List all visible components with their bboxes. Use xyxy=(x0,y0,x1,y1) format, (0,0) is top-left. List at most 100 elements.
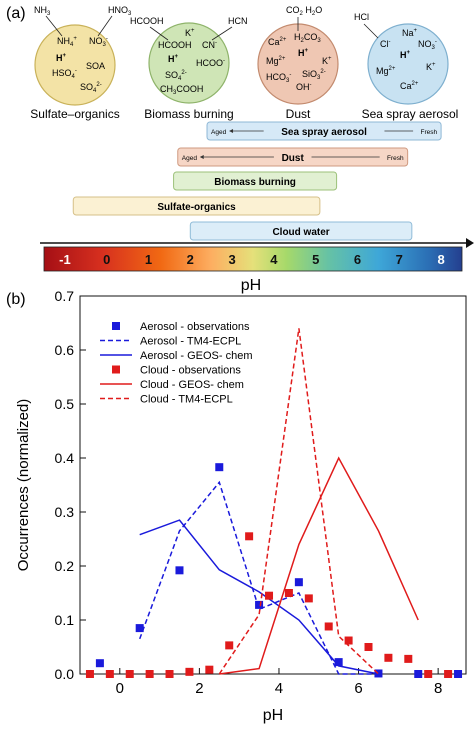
data-point xyxy=(424,670,433,678)
arrow xyxy=(97,15,113,37)
ion-label: CH3COOH xyxy=(160,84,203,96)
panel-a-label: (a) xyxy=(6,5,26,22)
legend-entry: Aerosol - observations xyxy=(140,321,250,333)
ion-label: SiO32- xyxy=(302,69,326,81)
sea-spray-circle xyxy=(367,23,449,105)
circle-sulfate-organics: NH3 HNO3 NH4+ NO3- H+ SOA HSO4- SO42- Su… xyxy=(30,5,132,121)
chart-b: 0.0 0.1 0.2 0.3 0.4 0.5 0.6 0.7 0 2 4 6 8 Aerosol - … xyxy=(15,288,467,724)
y-tick-label: 0.0 xyxy=(55,666,75,682)
ion-label: SOA xyxy=(86,61,105,71)
range-bar-arrowhead xyxy=(229,129,234,133)
y-tick-label: 0.6 xyxy=(55,342,75,358)
legend-entry: Aerosol - TM4-ECPL xyxy=(140,336,241,348)
y-tick-label: 0.4 xyxy=(55,450,75,466)
ph-scale-labels: -1 0 1 2 3 4 5 6 7 8 xyxy=(59,252,445,267)
range-bar-label: Dust xyxy=(282,153,305,164)
sulfate-organics-circle xyxy=(34,24,116,106)
data-point xyxy=(105,670,114,678)
range-bar-fresh-note: Fresh xyxy=(387,155,404,162)
data-point xyxy=(135,624,144,633)
range-bar xyxy=(189,221,413,241)
data-point xyxy=(304,594,313,603)
ion-label: K+ xyxy=(322,56,332,66)
data-point xyxy=(324,622,333,631)
ion-label: H+ xyxy=(56,53,67,63)
axis-ticks: 0.0 0.1 0.2 0.3 0.4 0.5 0.6 0.7 0 2 4 6 8 xyxy=(55,288,443,697)
ion-label: Mg2+ xyxy=(376,66,396,76)
data-point xyxy=(175,566,184,575)
biomass-burning-circle xyxy=(148,22,230,104)
data-point xyxy=(125,670,134,678)
data-point xyxy=(95,659,104,668)
data-point xyxy=(444,670,453,678)
ion-label: Na+ xyxy=(402,28,418,38)
ion-label: HCl xyxy=(354,12,369,22)
data-point xyxy=(245,532,254,541)
circle-title: Dust xyxy=(286,107,311,121)
circle-title: Sulfate–organics xyxy=(30,107,119,121)
ion-label: CO2 H2O xyxy=(286,5,322,17)
ion-label: Ca2+ xyxy=(268,37,287,47)
data-point xyxy=(384,653,393,662)
legend-entry: Aerosol - GEOS- chem xyxy=(140,350,252,362)
data-point xyxy=(225,641,234,650)
data-point xyxy=(215,463,224,472)
data-point xyxy=(454,670,463,678)
ph-scale-title: pH xyxy=(241,277,261,294)
circle-dust: CO2 H2O H2CO3 Ca2+ H+ Mg2+ K+ HCO3- SiO3… xyxy=(257,5,339,121)
ion-label: K+ xyxy=(426,62,436,72)
series-line xyxy=(138,480,379,675)
x-axis-label: pH xyxy=(263,707,283,724)
circle-biomass-burning: HCOOH HCN K+ HCOOH CN- H+ HCOO- SO42- CH… xyxy=(130,16,248,121)
range-bar-label: Cloud water xyxy=(272,227,329,238)
series-line xyxy=(218,328,380,675)
data-point xyxy=(364,643,373,651)
dust-ions: CO2 H2O H2CO3 Ca2+ H+ Mg2+ K+ HCO3- SiO3… xyxy=(266,5,332,92)
x-tick-label: 4 xyxy=(275,680,283,697)
arrow xyxy=(211,26,233,41)
arrow xyxy=(149,26,169,41)
ion-label: HCOOH xyxy=(130,16,164,26)
data-point xyxy=(334,658,343,667)
data-point xyxy=(145,670,154,678)
ph-scale-tick-label: 4 xyxy=(270,252,278,267)
ion-label: HCOOH xyxy=(158,40,192,50)
data-point xyxy=(185,667,194,676)
ion-label: NH3 xyxy=(34,5,51,17)
series-line xyxy=(139,519,379,675)
data-point xyxy=(414,670,423,678)
x-tick-label: 6 xyxy=(354,680,362,697)
range-bar xyxy=(206,121,442,141)
ph-axis-arrowhead xyxy=(466,238,474,248)
ph-scale-tick-label: 7 xyxy=(396,252,403,267)
x-tick-label: 2 xyxy=(195,680,203,697)
legend: Aerosol - observations Aerosol - TM4-ECPL… xyxy=(100,321,252,406)
arrow xyxy=(45,15,63,37)
ion-label: OH- xyxy=(296,82,312,92)
circle-title: Biomass burning xyxy=(144,107,233,121)
y-tick-label: 0.5 xyxy=(55,396,75,412)
ion-label: HCOO- xyxy=(196,58,225,68)
biomass-burning-ions: HCOOH HCN K+ HCOOH CN- H+ HCOO- SO42- CH… xyxy=(130,16,248,96)
y-tick-label: 0.3 xyxy=(55,504,75,520)
ion-label: HSO4- xyxy=(52,68,77,80)
data-point xyxy=(404,654,413,663)
ph-scale-tick-label: 0 xyxy=(103,252,110,267)
data-point xyxy=(205,665,214,674)
data-point xyxy=(85,670,94,678)
ph-color-scale xyxy=(43,246,463,272)
range-bar xyxy=(72,196,321,216)
ion-label: CN- xyxy=(202,40,217,50)
ion-label: SO42- xyxy=(80,82,102,94)
ph-scale-tick-label: 2 xyxy=(187,252,194,267)
legend-entry: Cloud - TM4-ECPL xyxy=(140,394,233,406)
ph-scale-tick-label: 3 xyxy=(228,252,235,267)
y-axis-label: Occurrences (normalized) xyxy=(15,399,32,572)
ph-scale-tick-label: 6 xyxy=(354,252,361,267)
ion-label: HNO3 xyxy=(108,5,132,17)
source-circles: NH3 HNO3 NH4+ NO3- H+ SOA HSO4- SO42- Su… xyxy=(30,5,458,121)
y-tick-label: 0.7 xyxy=(55,288,75,304)
x-tick-label: 0 xyxy=(116,680,124,697)
range-bar-label: Sulfate-organics xyxy=(157,202,236,213)
